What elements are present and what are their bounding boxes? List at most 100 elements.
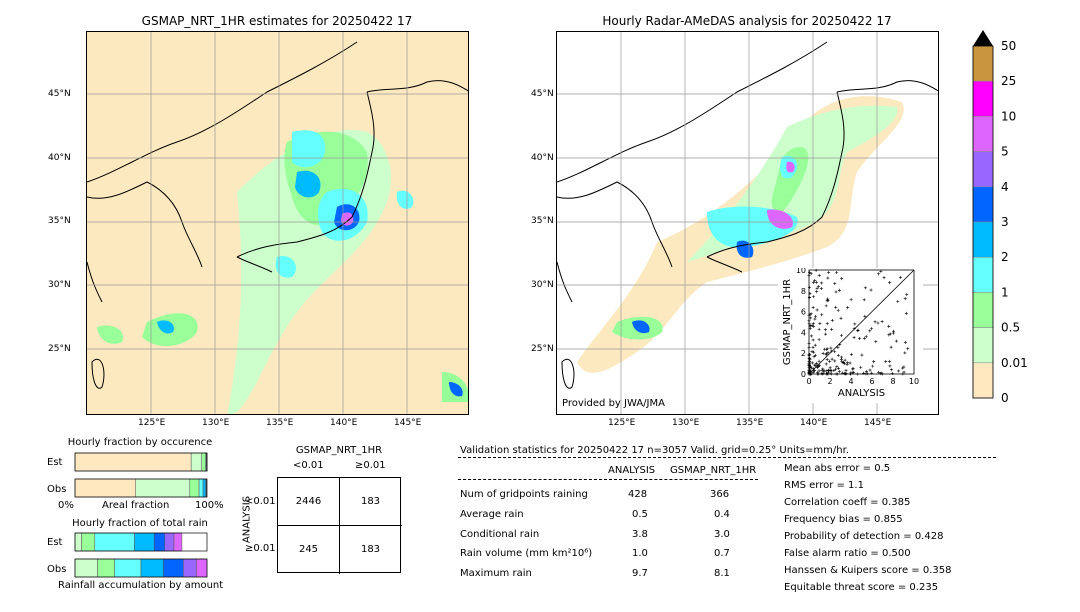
scatter-point xyxy=(820,313,824,317)
scatter-point xyxy=(819,286,823,290)
left-lon-label: 140°E xyxy=(330,418,358,428)
scatter-point xyxy=(905,293,909,297)
scatter-point xyxy=(815,361,819,365)
scatter-point xyxy=(830,318,834,322)
scatter-point xyxy=(835,270,839,274)
scatter-point xyxy=(821,351,825,355)
scatter-point xyxy=(838,343,842,347)
scatter-point xyxy=(825,358,829,362)
scatter-x-tick: 8 xyxy=(890,377,895,386)
scatter-point xyxy=(862,298,866,302)
scatter-point xyxy=(820,368,824,372)
total-rain-axis-label: Rainfall accumulation by amount xyxy=(58,580,224,591)
scatter-point xyxy=(814,268,818,272)
scatter-point xyxy=(836,345,840,349)
colorbar-segment xyxy=(972,362,994,399)
stat-gsmap: 366 xyxy=(710,489,730,500)
scatter-point xyxy=(851,367,855,371)
score-line: False alarm ratio = 0.500 xyxy=(784,548,911,559)
contingency-cell: 183 xyxy=(360,544,381,555)
scatter-x-tick: 10 xyxy=(909,377,919,386)
scatter-point xyxy=(870,327,874,331)
scatter-point xyxy=(882,276,886,280)
colorbar-label: 4 xyxy=(1001,180,1009,194)
scatter-point xyxy=(836,366,840,370)
scatter-point xyxy=(884,359,888,363)
right-lat-label: 30°N xyxy=(531,280,554,290)
scatter-point xyxy=(827,369,831,373)
score-line: Probability of detection = 0.428 xyxy=(784,531,944,542)
scatter-point xyxy=(844,368,848,372)
stacked-bar-frame xyxy=(74,478,208,498)
stat-label: Average rain xyxy=(460,509,524,520)
stacked-bar-segment xyxy=(164,532,175,552)
validation-divider xyxy=(458,457,996,458)
right-lat-label: 45°N xyxy=(531,89,554,99)
scatter-point xyxy=(818,322,822,326)
scatter-point xyxy=(826,298,830,302)
scatter-point xyxy=(898,275,902,279)
scatter-point xyxy=(904,311,908,315)
scatter-point xyxy=(810,350,814,354)
scatter-point xyxy=(810,334,814,338)
stat-gsmap: 8.1 xyxy=(714,568,730,579)
scatter-point xyxy=(840,355,844,359)
contingency-title: GSMAP_NRT_1HR xyxy=(295,445,383,456)
scatter-point xyxy=(823,328,827,332)
scatter-point xyxy=(897,369,901,373)
scatter-point xyxy=(824,353,828,357)
scatter-point xyxy=(825,322,829,326)
scatter-x-tick: 0 xyxy=(806,377,811,386)
scatter-point xyxy=(807,314,811,318)
scatter-point xyxy=(840,277,844,281)
right-lon-label: 125°E xyxy=(608,418,636,428)
scatter-point xyxy=(845,362,849,366)
scatter-point xyxy=(864,370,868,374)
scatter-point xyxy=(824,332,828,336)
scatter-point xyxy=(811,346,815,350)
right-lat-label: 40°N xyxy=(531,153,554,163)
scatter-point xyxy=(901,372,905,376)
scatter-point xyxy=(834,290,838,294)
stat-analysis: 9.7 xyxy=(632,568,648,579)
colorbar-segment xyxy=(972,80,994,117)
scatter-point xyxy=(906,347,910,351)
scatter-point xyxy=(811,366,815,370)
stacked-bar-segment xyxy=(135,478,191,498)
scatter-point xyxy=(862,371,866,375)
scatter-point xyxy=(849,352,853,356)
left-map xyxy=(86,31,469,415)
left-lat-label: 30°N xyxy=(48,280,71,290)
scatter-point xyxy=(820,281,824,285)
scatter-y-tick: 2 xyxy=(801,349,806,358)
scatter-point xyxy=(813,343,817,347)
scatter-x-tick: 6 xyxy=(869,377,874,386)
stacked-bar-frame xyxy=(74,532,208,552)
colorbar-label: 5 xyxy=(1001,145,1009,159)
scatter-point xyxy=(811,295,815,299)
score-line: Hanssen & Kuipers score = 0.358 xyxy=(784,565,952,576)
contingency-col-header: <0.01 xyxy=(293,460,324,471)
total-rain-row-est: Est xyxy=(47,537,63,548)
scatter-point xyxy=(812,280,816,284)
scatter-point xyxy=(813,363,817,367)
scatter-point xyxy=(825,347,829,351)
scatter-point xyxy=(874,340,878,344)
scatter-point xyxy=(826,297,830,301)
contingency-row-header: ≥0.01 xyxy=(245,543,276,554)
colorbar-label: 1 xyxy=(1001,285,1009,299)
scatter-point xyxy=(812,350,816,354)
scatter-point xyxy=(824,362,828,366)
colorbar-segment xyxy=(972,327,994,364)
stacked-bar-frame xyxy=(74,558,208,578)
validation-header: Validation statistics for 20250422 17 n=… xyxy=(460,445,849,456)
scatter-point xyxy=(813,363,817,367)
scatter-point xyxy=(826,368,830,372)
occurrence-axis-label: Areal fraction xyxy=(102,500,170,511)
scatter-point xyxy=(903,297,907,301)
right-map: Provided by JWA/JMA xyxy=(556,31,939,415)
stacked-bar-segment xyxy=(190,452,202,472)
scatter-point xyxy=(859,365,863,369)
colorbar-label: 0.01 xyxy=(1001,356,1028,370)
stacked-bar-segment xyxy=(81,532,96,552)
